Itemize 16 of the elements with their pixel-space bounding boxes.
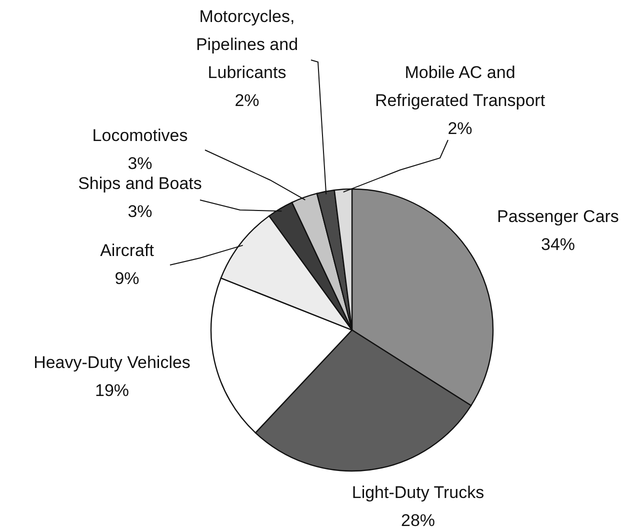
data-label: 9%: [114, 269, 140, 288]
data-label: 2%: [448, 119, 472, 138]
data-label: 2%: [234, 91, 260, 110]
data-label: 34%: [540, 235, 576, 254]
slice-label: Light-Duty Trucks: [352, 483, 484, 502]
slice-label: Ships and Boats: [78, 174, 202, 193]
slice-label: Passenger Cars: [497, 207, 619, 226]
slice-label: Mobile AC and Refrigerated Transport: [374, 63, 546, 110]
data-label: 3%: [128, 154, 152, 173]
data-label: 19%: [94, 381, 130, 400]
slice-label: Heavy-Duty Vehicles: [34, 353, 190, 372]
data-label: 3%: [128, 202, 152, 221]
slice-label: Locomotives: [92, 126, 188, 145]
slice-label: Motorcycles, Pipelines and Lubricants: [196, 7, 298, 82]
data-label: 28%: [400, 511, 436, 530]
slice-label: Aircraft: [100, 241, 154, 260]
